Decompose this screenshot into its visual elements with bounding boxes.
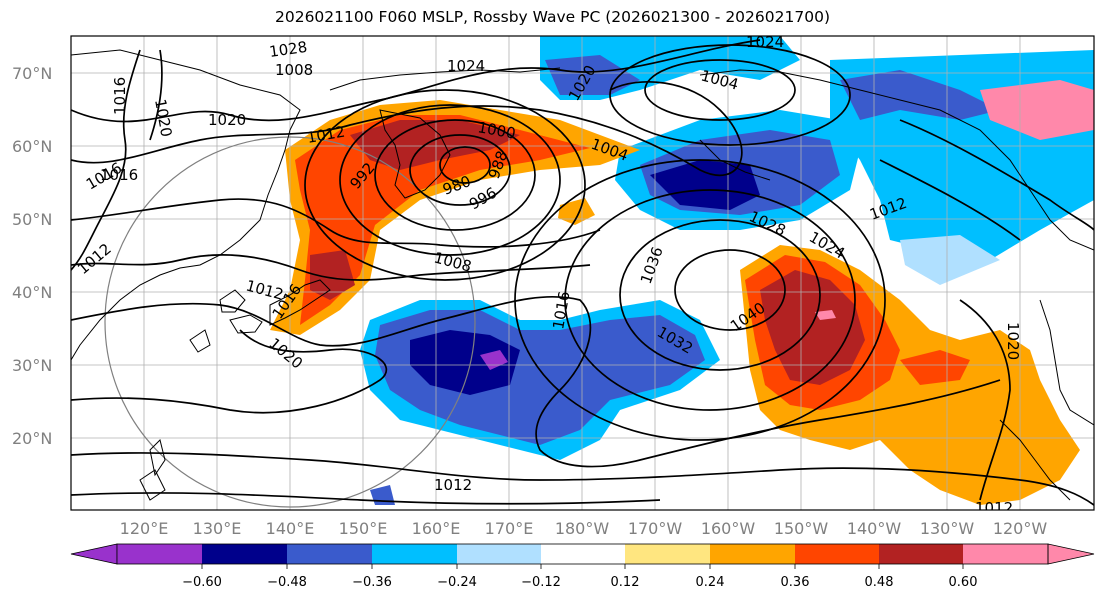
longitude-label: 170°W <box>628 519 683 538</box>
colorbar-segment <box>879 544 963 564</box>
longitude-label: 130°E <box>193 519 242 538</box>
anomaly-region-east-warm-red-2 <box>900 350 970 385</box>
colorbar-tick-label: 0.24 <box>696 575 725 590</box>
contour-label: 1020 <box>208 111 246 129</box>
anomaly-region-northeast-darkblue <box>840 70 1000 120</box>
colorbar-segment <box>710 544 795 564</box>
colorbar: −0.60 −0.48 −0.36 −0.24 −0.12 0.12 0.24 … <box>70 543 1095 590</box>
colorbar-ticks <box>201 564 964 569</box>
anomaly-region-west-warm-red <box>295 115 590 325</box>
anomaly-region-north-blue-2 <box>545 55 640 95</box>
colorbar-tick-label: −0.24 <box>437 575 477 590</box>
anomaly-region-west-warm-darkred <box>350 120 520 170</box>
colorbar-tick-label: 0.48 <box>865 575 894 590</box>
colorbar-tick-label: −0.48 <box>267 575 307 590</box>
anomaly-region-northeast-lightblue <box>900 235 1000 285</box>
colorbar-segment <box>795 544 879 564</box>
colorbar-segment <box>457 544 541 564</box>
latitude-label: 70°N <box>12 64 52 83</box>
contour-label: 1020 <box>1004 322 1022 360</box>
colorbar-segment <box>963 544 1048 564</box>
latitude-label: 40°N <box>12 283 52 302</box>
colorbar-tick-label: −0.60 <box>182 575 222 590</box>
contour-label: 1008 <box>275 61 313 79</box>
contour-label: 1024 <box>746 33 784 51</box>
contour-label: 1024 <box>447 57 485 75</box>
longitude-label: 140°W <box>847 519 902 538</box>
longitude-label: 120°E <box>120 519 169 538</box>
anomaly-region-pink-ne <box>980 80 1094 140</box>
longitude-label: 150°W <box>774 519 829 538</box>
latitude-labels: 70°N 60°N 50°N 40°N 30°N 20°N <box>12 64 52 448</box>
colorbar-tick-label: −0.36 <box>352 575 392 590</box>
contour-label: 1012 <box>975 499 1013 517</box>
mslp-contours <box>71 39 1094 506</box>
longitude-label: 160°W <box>701 519 756 538</box>
contour-label: 1012 <box>434 476 472 494</box>
latitude-label: 50°N <box>12 210 52 229</box>
longitude-label: 150°E <box>339 519 388 538</box>
longitude-label: 160°E <box>412 519 461 538</box>
longitude-label: 120°W <box>993 519 1048 538</box>
latitude-label: 60°N <box>12 137 52 156</box>
contour-label: 1028 <box>268 38 308 61</box>
longitude-labels: 120°E 130°E 140°E 150°E 160°E 170°E 180°… <box>120 519 1048 538</box>
colorbar-tick-label: 0.12 <box>611 575 640 590</box>
longitude-label: 180°W <box>555 519 610 538</box>
colorbar-segment <box>372 544 457 564</box>
anomaly-region-east-warm-pink <box>815 310 836 320</box>
colorbar-tick-label: 0.36 <box>781 575 810 590</box>
colorbar-tick-label: −0.12 <box>521 575 561 590</box>
colorbar-segment <box>202 544 287 564</box>
colorbar-segment <box>287 544 372 564</box>
longitude-label: 140°E <box>266 519 315 538</box>
latitude-label: 20°N <box>12 429 52 448</box>
contour-label: 1016 <box>100 166 138 184</box>
colorbar-extend-left <box>70 543 118 565</box>
longitude-label: 130°W <box>920 519 975 538</box>
colorbar-extend-right <box>1047 543 1095 565</box>
longitude-label: 170°E <box>485 519 534 538</box>
colorbar-frame <box>116 543 1049 565</box>
anomaly-region-central-dark <box>410 330 520 395</box>
anomaly-region-se-orange-2 <box>915 435 990 480</box>
colorbar-segment <box>117 544 202 564</box>
colorbar-segment <box>625 544 710 564</box>
colorbar-segment <box>541 544 625 564</box>
graticule <box>71 36 1094 510</box>
contour-label: 1016 <box>111 77 129 115</box>
colorbar-tick-label: 0.60 <box>949 575 978 590</box>
anomaly-region-east-warm-darkred <box>760 270 865 385</box>
anomaly-region-west-warm-darkred-2 <box>310 250 355 300</box>
latitude-label: 30°N <box>12 356 52 375</box>
reference-circle <box>104 136 476 508</box>
map-frame <box>70 35 1095 511</box>
map-title: 2026021100 F060 MSLP, Rossby Wave PC (20… <box>274 8 830 26</box>
anomaly-region-small-orange <box>558 198 595 225</box>
